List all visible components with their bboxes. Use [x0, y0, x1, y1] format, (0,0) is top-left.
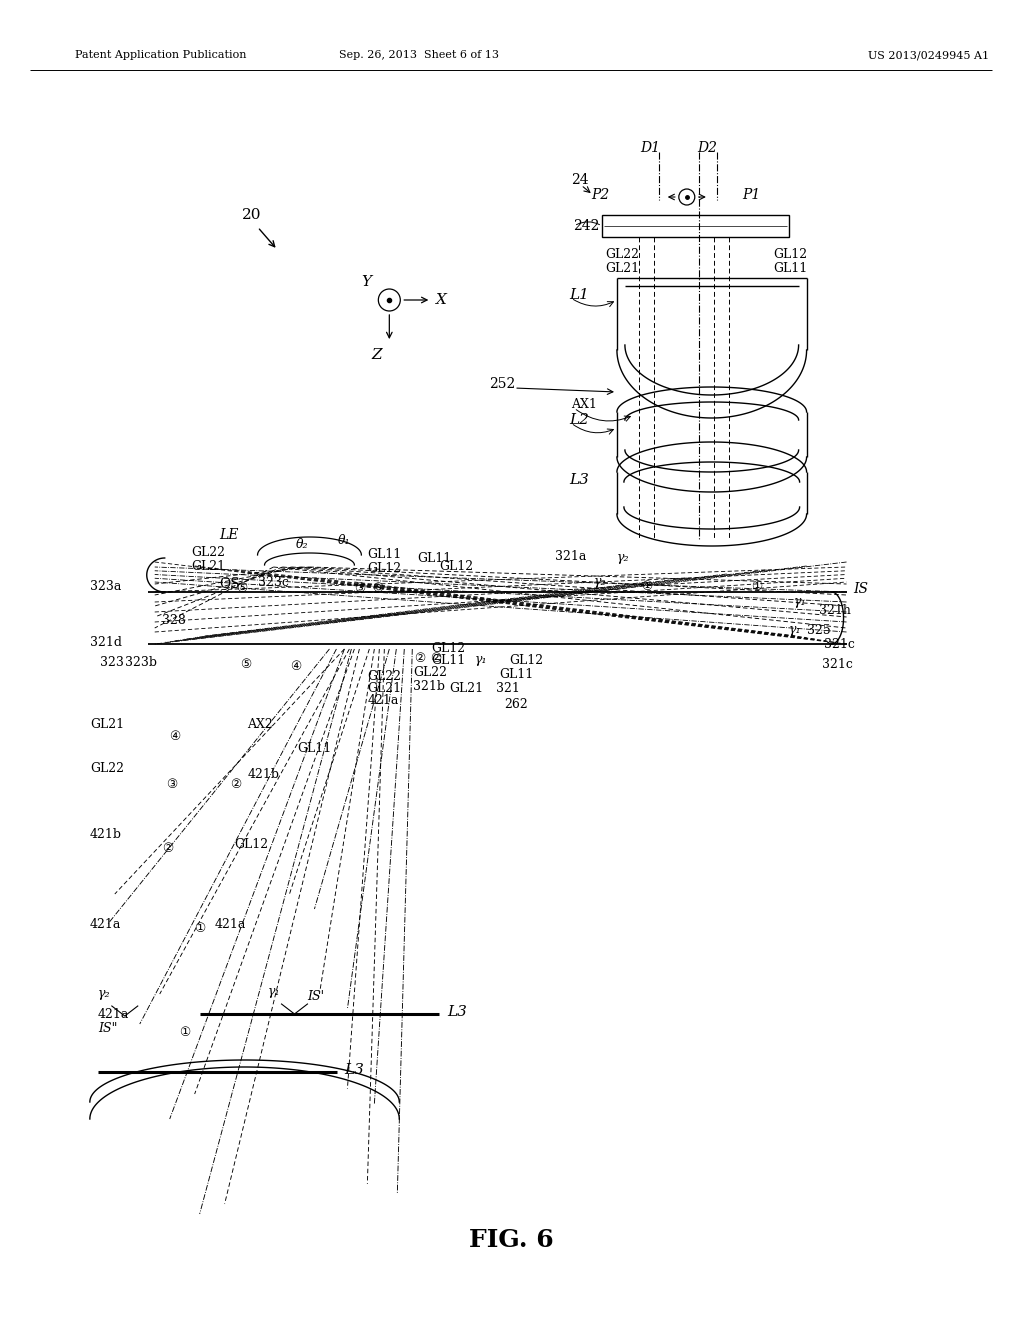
Text: Patent Application Publication: Patent Application Publication [75, 50, 247, 59]
Text: ③: ③ [166, 777, 177, 791]
Text: 24: 24 [571, 173, 589, 187]
Text: 321c: 321c [823, 638, 854, 651]
Text: P1: P1 [742, 187, 761, 202]
Text: γ₂: γ₂ [616, 552, 630, 565]
Text: GL11: GL11 [431, 655, 466, 668]
Text: GL12: GL12 [509, 655, 544, 668]
Text: 421a: 421a [215, 917, 246, 931]
Text: GL22: GL22 [191, 546, 225, 560]
Bar [602, 215, 788, 238]
Text: θ₁: θ₁ [338, 533, 350, 546]
Text: ②: ② [431, 652, 442, 665]
Text: AX1: AX1 [571, 399, 597, 412]
Text: 252: 252 [489, 378, 515, 391]
Text: γ₁: γ₁ [794, 595, 806, 609]
Text: ①: ① [179, 1026, 190, 1039]
Text: ①: ① [641, 581, 652, 594]
Text: γ₁: γ₁ [267, 986, 280, 998]
Text: 421a: 421a [98, 1007, 129, 1020]
Text: 321h: 321h [818, 603, 851, 616]
Text: GL11: GL11 [774, 261, 808, 275]
Text: US 2013/0249945 A1: US 2013/0249945 A1 [868, 50, 989, 59]
Text: OS: OS [219, 577, 241, 591]
Text: 321b: 321b [414, 680, 445, 693]
Text: GL22: GL22 [368, 669, 401, 682]
Text: L3: L3 [344, 1063, 365, 1077]
Text: ⑤: ⑤ [240, 657, 251, 671]
Text: GL22: GL22 [90, 763, 124, 776]
Text: GL11: GL11 [417, 552, 452, 565]
Text: GL12: GL12 [439, 561, 473, 573]
Text: GL21: GL21 [605, 261, 639, 275]
Text: ③: ③ [353, 582, 365, 594]
Text: 421b: 421b [248, 767, 280, 780]
Text: Y: Y [361, 275, 372, 289]
Text: GL12: GL12 [431, 643, 465, 656]
Text: 328: 328 [162, 614, 185, 627]
Text: γ₁: γ₁ [475, 652, 487, 665]
Text: L2: L2 [569, 413, 589, 426]
Text: AX2: AX2 [248, 718, 273, 730]
Text: L3: L3 [447, 1005, 467, 1019]
Text: 242: 242 [573, 219, 599, 234]
Text: ③: ③ [372, 582, 383, 594]
Text: 323b: 323b [125, 656, 157, 668]
Text: θ₂: θ₂ [296, 539, 308, 552]
Text: ④: ④ [169, 730, 180, 742]
Text: 323a: 323a [90, 581, 121, 594]
Text: 325: 325 [807, 623, 830, 636]
Text: GL12: GL12 [234, 837, 268, 850]
Text: GL21: GL21 [90, 718, 124, 730]
Text: FIG. 6: FIG. 6 [469, 1228, 553, 1251]
Text: LE: LE [219, 528, 239, 543]
Text: GL12: GL12 [774, 248, 808, 261]
Text: GL21: GL21 [191, 560, 226, 573]
Text: γ₂: γ₂ [98, 987, 111, 1001]
Text: X: X [436, 293, 447, 308]
Text: ①: ① [751, 581, 762, 594]
Text: 421a: 421a [90, 917, 121, 931]
Text: 323c: 323c [258, 576, 289, 589]
Text: P2: P2 [591, 187, 609, 202]
Text: 321d: 321d [90, 635, 122, 648]
Text: 323: 323 [99, 656, 124, 668]
Text: γ₁: γ₁ [788, 623, 801, 636]
Text: L1: L1 [569, 288, 589, 302]
Text: 20: 20 [242, 209, 261, 222]
Text: D2: D2 [696, 141, 717, 154]
Text: ④: ④ [290, 660, 301, 672]
Text: ①: ① [194, 923, 205, 936]
Text: γ₂: γ₂ [594, 576, 606, 589]
Text: 321c: 321c [821, 657, 852, 671]
Text: 421a: 421a [368, 694, 398, 708]
Text: ②: ② [230, 777, 242, 791]
Text: GL22: GL22 [414, 665, 447, 678]
Text: IS: IS [854, 582, 868, 597]
Text: GL21: GL21 [368, 682, 401, 696]
Text: IS": IS" [98, 1023, 117, 1035]
Text: ②: ② [162, 842, 173, 855]
Text: ⑤: ⑤ [236, 582, 247, 594]
Text: 421b: 421b [90, 828, 122, 841]
Text: 321: 321 [497, 682, 520, 696]
Text: GL11: GL11 [368, 549, 401, 561]
Text: GL11: GL11 [298, 742, 332, 755]
Text: ②: ② [414, 652, 425, 665]
Text: Sep. 26, 2013  Sheet 6 of 13: Sep. 26, 2013 Sheet 6 of 13 [339, 50, 500, 59]
Text: GL12: GL12 [368, 561, 401, 574]
Text: IS': IS' [307, 990, 325, 1003]
Text: GL22: GL22 [605, 248, 639, 261]
Text: L3: L3 [569, 473, 589, 487]
Text: GL21: GL21 [450, 682, 483, 696]
Text: 321a: 321a [555, 550, 587, 564]
Text: 262: 262 [504, 697, 528, 710]
Text: Z: Z [372, 348, 382, 362]
Text: GL11: GL11 [499, 668, 534, 681]
Text: D1: D1 [640, 141, 659, 154]
